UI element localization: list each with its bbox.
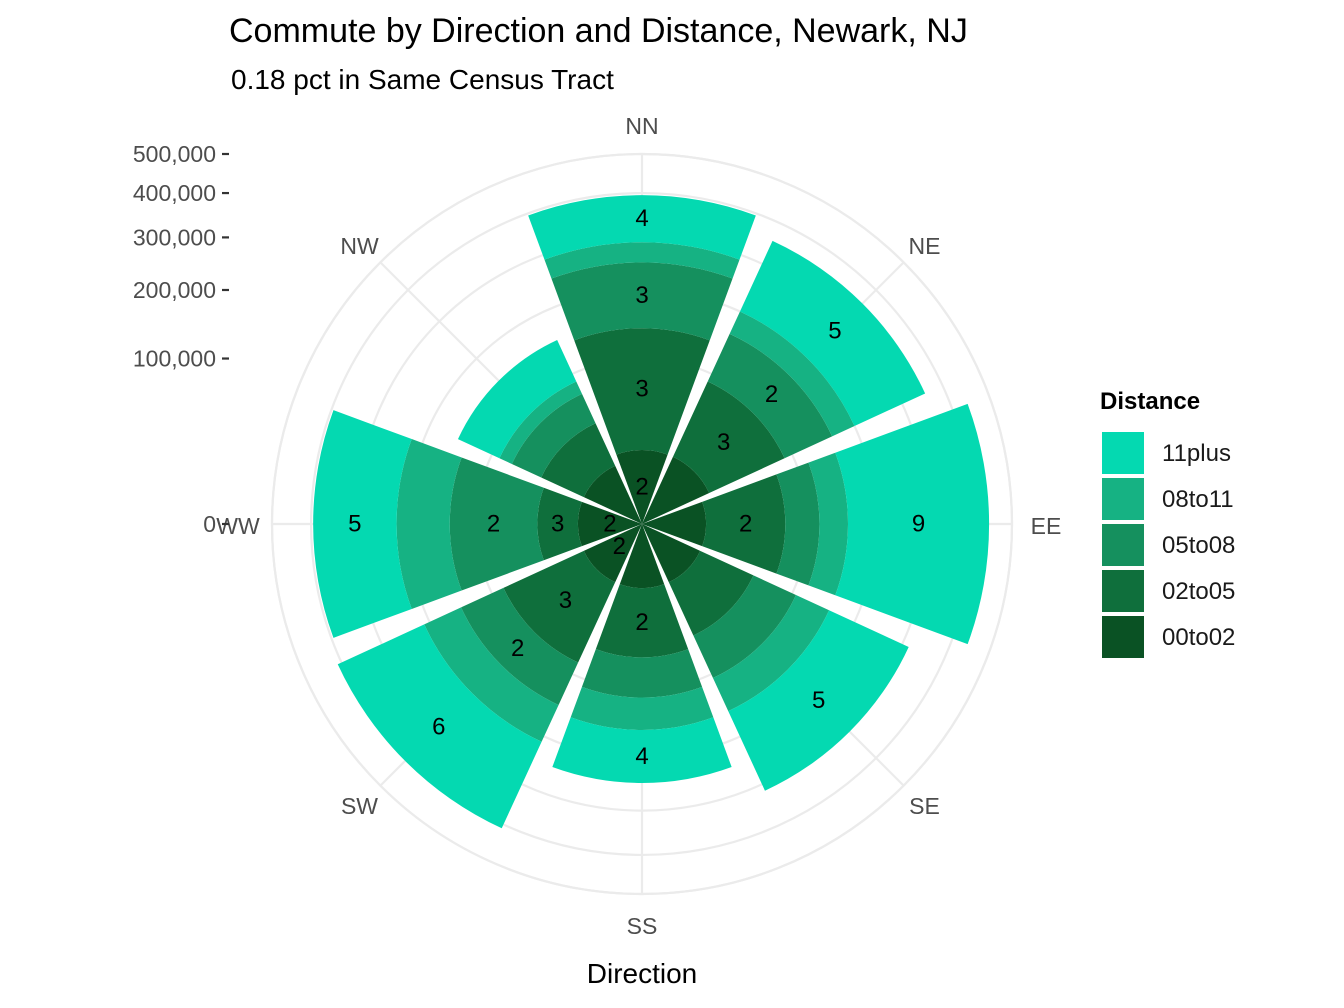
bar-EE-00to02 [642, 501, 707, 547]
bar-NN-02to05 [574, 328, 710, 455]
bar-label-WW-02to05: 3 [551, 511, 564, 538]
bar-WW-11plus [313, 410, 412, 638]
axes: NN NE EE SE SS SW WW NW 0 100,000 200,000 300,000 40… [133, 113, 1061, 939]
bar-EE-02to05 [702, 474, 786, 574]
legend-label-08to11: 08to11 [1162, 486, 1234, 513]
bar-NN-08to11 [544, 242, 740, 279]
bar-SE-02to05 [668, 550, 754, 636]
legend-swatch-05to08 [1102, 524, 1144, 566]
direction-label-SS: SS [627, 913, 658, 939]
bar-label-NN-00to02: 2 [635, 474, 648, 501]
bar-NW-08to11 [499, 381, 583, 465]
bar-SE-08to11 [712, 594, 830, 712]
direction-label-NW: NW [340, 233, 379, 259]
y-tick-label-0: 0 [203, 511, 216, 537]
bar-EE-11plus [835, 403, 990, 645]
legend-title: Distance [1100, 388, 1201, 415]
bar-NW-00to02 [583, 465, 642, 524]
bar-SW-11plus [337, 624, 542, 829]
y-tick-label-3: 300,000 [133, 224, 216, 250]
bars [313, 195, 990, 829]
bar-label-SE-11plus: 5 [812, 687, 825, 714]
y-tick-label-4: 400,000 [133, 180, 216, 206]
bar-WW-02to05 [537, 487, 582, 561]
bar-label-SS-11plus: 4 [635, 743, 648, 770]
bar-SW-02to05 [503, 550, 616, 663]
y-tick-label-2: 200,000 [133, 277, 216, 303]
bar-label-NN-11plus: 4 [635, 205, 648, 232]
bar-label-NE-02to05: 3 [717, 429, 730, 456]
legend-swatch-00to02 [1102, 616, 1144, 658]
bar-SS-05to08 [581, 649, 703, 698]
bar-NN-00to02 [616, 450, 668, 524]
chart-title: Commute by Direction and Distance, Newar… [229, 12, 968, 50]
bar-NN-11plus [528, 195, 756, 260]
legend-swatch-11plus [1102, 432, 1144, 474]
y-tick-label-5: 500,000 [133, 141, 216, 167]
legend-label-05to08: 05to08 [1162, 532, 1236, 559]
legend-label-00to02: 00to02 [1162, 624, 1236, 651]
bar-SW-05to08 [461, 587, 579, 705]
bar-NW-05to08 [511, 393, 596, 478]
y-tick-label-1: 100,000 [133, 346, 216, 372]
bar-label-NE-05to08: 2 [765, 381, 778, 408]
bar-EE-08to11 [808, 452, 849, 596]
bar-NE-02to05 [672, 381, 785, 494]
bar-SE-11plus [728, 610, 909, 791]
legend-swatch-08to11 [1102, 478, 1144, 520]
bar-labels: 2 3 3 4 3 2 5 2 9 5 2 4 2 3 2 6 2 3 2 5 [348, 205, 925, 770]
bar-label-SW-02to05: 3 [559, 587, 572, 614]
bar-label-SW-05to08: 2 [511, 635, 524, 662]
bar-label-EE-11plus: 9 [912, 511, 925, 538]
bar-NN-05to08 [551, 262, 733, 341]
bar-SE-00to02 [642, 524, 701, 583]
bar-label-WW-00to02: 2 [603, 511, 616, 538]
legend-swatch-02to05 [1102, 570, 1144, 612]
direction-label-NN: NN [625, 113, 658, 139]
bar-label-SW-00to02: 2 [613, 533, 626, 560]
chart-subtitle: 0.18 pct in Same Census Tract [231, 64, 614, 95]
bar-SS-02to05 [595, 584, 689, 658]
bar-NE-05to08 [707, 333, 833, 459]
direction-label-NE: NE [909, 233, 941, 259]
x-axis-title: Direction [586, 958, 698, 989]
legend-label-02to05: 02to05 [1162, 578, 1236, 605]
bar-label-SW-11plus: 6 [432, 714, 445, 741]
direction-label-WW: WW [216, 513, 260, 539]
bar-SS-00to02 [619, 524, 665, 589]
bar-NW-11plus [457, 339, 577, 459]
bar-SS-11plus [552, 717, 732, 784]
bar-label-WW-05to08: 2 [487, 511, 500, 538]
legend-label-11plus: 11plus [1162, 440, 1231, 467]
bar-EE-05to08 [776, 462, 820, 586]
direction-label-EE: EE [1031, 513, 1062, 539]
bar-label-WW-11plus: 5 [348, 511, 361, 538]
bar-SW-08to11 [424, 607, 559, 742]
bar-NE-08to11 [729, 311, 855, 437]
bar-SS-08to11 [570, 686, 714, 731]
direction-label-SW: SW [341, 793, 378, 819]
bar-WW-08to11 [396, 439, 462, 609]
direction-label-SE: SE [909, 793, 940, 819]
bar-label-NN-02to05: 3 [635, 376, 648, 403]
bar-NW-02to05 [541, 423, 616, 498]
bar-NE-00to02 [642, 456, 710, 524]
bar-WW-05to08 [449, 457, 544, 591]
bar-label-EE-02to05: 2 [739, 511, 752, 538]
bar-SW-00to02 [583, 524, 642, 583]
bar-WW-00to02 [577, 501, 642, 547]
bar-label-SS-02to05: 2 [635, 609, 648, 636]
bar-NE-11plus [739, 240, 926, 427]
bar-label-NN-05to08: 3 [635, 282, 648, 309]
bar-label-NE-11plus: 5 [828, 318, 841, 345]
bar-SE-05to08 [693, 575, 796, 678]
